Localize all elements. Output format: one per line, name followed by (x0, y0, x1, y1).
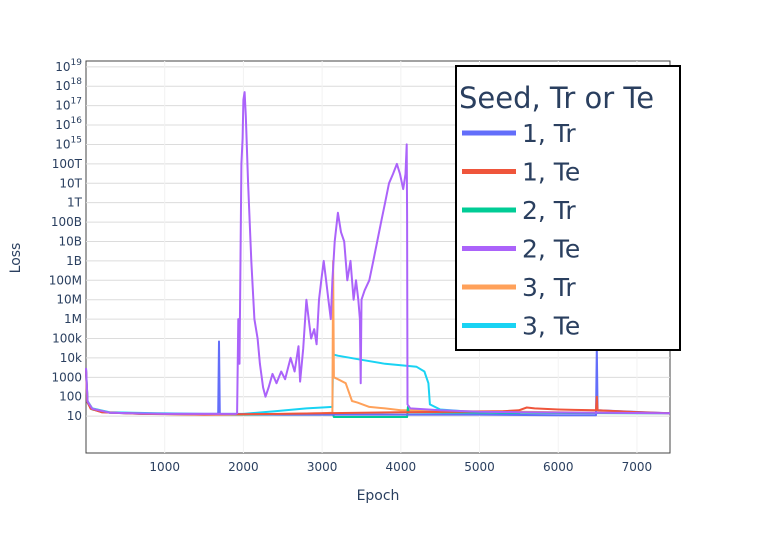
y-tick-label: 10k (60, 351, 82, 365)
y-axis-title: Loss (8, 243, 24, 274)
legend-title: Seed, Tr or Te (459, 81, 654, 115)
y-tick-label: 10 (67, 409, 82, 423)
y-tick-label: 1M (64, 312, 82, 326)
y-tick-exponent: 15 (71, 135, 82, 145)
y-tick-label: 100B (51, 215, 82, 229)
x-tick-label: 3000 (307, 460, 338, 474)
y-tick-label: 100M (49, 273, 82, 287)
x-tick-label: 6000 (543, 460, 574, 474)
x-tick-labels: 1000 2000 3000 4000 5000 6000 7000 (149, 460, 652, 474)
x-tick-label: 7000 (622, 460, 653, 474)
legend: Seed, Tr or Te 1, Tr 1, Te 2, Tr 2, Te 3, Tr… (455, 65, 681, 351)
x-tick-label: 5000 (464, 460, 495, 474)
y-tick-label: 100T (52, 157, 83, 171)
legend-label: 3, Te (522, 312, 580, 341)
y-tick-exponent: 19 (71, 58, 83, 68)
y-tick-label: 1018 (55, 77, 82, 93)
y-tick-label: 10B (58, 234, 82, 248)
y-tick-labels: 10 100 1000 10k 100k 1M 10M 100M 1B 10B 100B 1T 10T 1… (49, 58, 83, 423)
y-tick-base: 10 (55, 118, 70, 132)
y-tick-label: 100k (52, 332, 82, 346)
x-tick-label: 4000 (386, 460, 417, 474)
legend-label: 2, Tr (522, 196, 576, 225)
y-tick-base: 10 (55, 99, 70, 113)
y-tick-label: 1T (67, 196, 83, 210)
y-tick-label: 1015 (55, 135, 82, 151)
series-layer (85, 91, 671, 418)
legend-label: 2, Te (522, 235, 580, 264)
y-tick-exponent: 18 (71, 77, 83, 87)
y-tick-exponent: 17 (71, 97, 82, 107)
x-axis-title: Epoch (357, 488, 400, 504)
legend-label: 3, Tr (522, 273, 576, 302)
legend-items: 1, Tr 1, Te 2, Tr 2, Te 3, Tr 3, Te (462, 119, 580, 341)
y-tick-label: 1016 (55, 116, 82, 132)
y-tick-base: 10 (55, 60, 70, 74)
x-tick-label: 2000 (228, 460, 259, 474)
y-tick-label: 1B (66, 254, 82, 268)
y-tick-label: 1000 (51, 370, 82, 384)
legend-label: 1, Tr (522, 119, 576, 148)
y-tick-exponent: 16 (71, 116, 83, 126)
x-tick-label: 1000 (149, 460, 180, 474)
y-tick-label: 1017 (55, 97, 82, 113)
y-tick-base: 10 (55, 137, 70, 151)
legend-label: 1, Te (522, 158, 580, 187)
y-tick-label: 1019 (55, 58, 82, 74)
y-tick-label: 100 (59, 390, 82, 404)
y-tick-label: 10M (56, 293, 82, 307)
series-line-2-te (85, 91, 671, 415)
y-tick-label: 10T (59, 176, 82, 190)
y-tick-base: 10 (55, 79, 70, 93)
